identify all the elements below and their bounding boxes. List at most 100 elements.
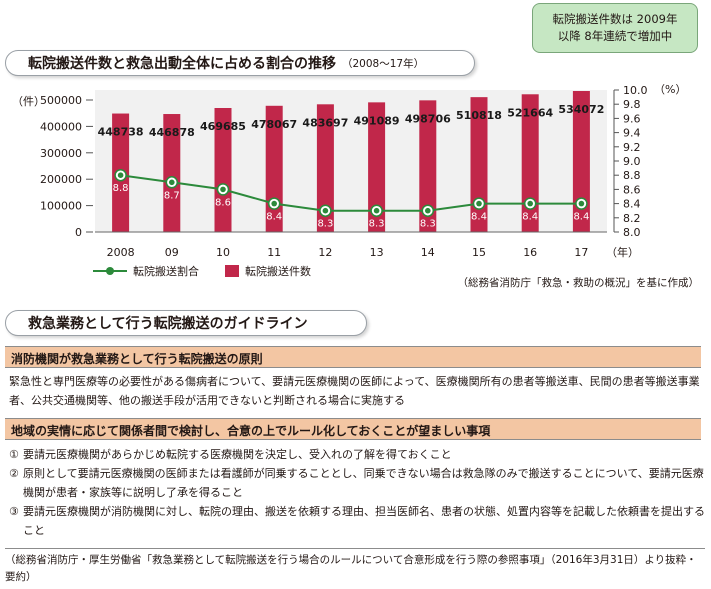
line-labels: 8.8 8.7 8.6 8.4 8.3 8.3 8.3 8.4 8.4 8.4 [113, 183, 590, 230]
rule-text: 要請元医療機関があらかじめ転院する医療機関を決定し、受入れの了解を得ておくこと [23, 448, 452, 461]
y-right-tick-label: 10.0 [623, 84, 648, 97]
chart-svg: 448738 446878 469685 478067 483697 491089 4987… [12, 83, 686, 259]
bar [163, 114, 181, 232]
ratio-point [527, 200, 533, 207]
x-tick-label: 10 [216, 246, 230, 259]
bar-value-label: 469685 [200, 120, 246, 133]
guide-title-pill: 救急業務として行う転院搬送のガイドライン [5, 310, 367, 336]
rules-heading: 地域の実情に応じて関係者間で検討し、合意の上でルール化しておくことが望ましい事項 [5, 418, 701, 440]
ratio-value-label: 8.4 [266, 212, 282, 223]
ratio-value-label: 8.8 [113, 183, 129, 194]
x-tick-label: 13 [370, 246, 384, 259]
ratio-value-label: 8.3 [420, 219, 436, 230]
legend-line-swatch [93, 266, 127, 276]
y-right-tick-label: 9.8 [623, 98, 641, 111]
x-tick-label: 09 [165, 246, 179, 259]
rule-number: ① [9, 448, 19, 461]
y-axis-left: 0 100000 200000 300000 400000 500000 [40, 94, 93, 239]
x-tick-label: 15 [472, 246, 486, 259]
y-left-tick-label: 100000 [40, 200, 82, 213]
x-tick-label: 17 [574, 246, 588, 259]
rule-text: 原則として要請元医療機関の医師または看護師が同乗することとし、同乗できない場合は… [23, 467, 704, 499]
y-right-tick-label: 8.8 [623, 169, 641, 182]
y-right-unit: （%） [654, 83, 686, 96]
legend-bar-swatch [225, 265, 239, 277]
rule-number: ③ [9, 505, 19, 518]
y-left-unit: （件） [12, 95, 45, 108]
rule-text: 要請元医療機関が消防機関に対し、転院の理由、搬送を依頼する理由、担当医師名、患者… [23, 505, 705, 537]
bar [521, 94, 539, 232]
y-right-tick-label: 9.0 [623, 155, 641, 168]
y-right-tick-label: 8.6 [623, 183, 641, 196]
guideline-source: （総務省消防庁・厚生労働省「救急業務として転院搬送を行う場合のルールについて合意… [5, 548, 705, 586]
x-tick-label: 2008 [107, 246, 135, 259]
ratio-point [271, 200, 278, 207]
y-left-tick-label: 0 [75, 226, 82, 239]
bar-value-label: 478067 [251, 118, 297, 131]
bar [572, 91, 590, 232]
chart-title: 転院搬送件数と救急出動全体に占める割合の推移 [28, 56, 336, 72]
bar-value-label: 483697 [302, 116, 348, 129]
ratio-value-label: 8.6 [215, 197, 231, 208]
callout-line-1: 転院搬送件数は 2009年 [552, 12, 678, 26]
legend-bar-label: 転院搬送件数 [245, 265, 311, 278]
x-tick-label: 14 [421, 246, 435, 259]
bar [316, 104, 334, 232]
x-tick-label: 12 [318, 246, 332, 259]
y-right-tick-label: 9.2 [623, 141, 641, 154]
rule-number: ② [9, 467, 19, 480]
y-left-tick-label: 300000 [40, 147, 82, 160]
bar-series [112, 91, 590, 233]
bar-value-label: 448738 [98, 126, 144, 139]
chart-legend: 転院搬送割合 転院搬送件数 [93, 263, 337, 279]
y-left-tick-label: 200000 [40, 173, 82, 186]
legend-item-line: 転院搬送割合 [93, 263, 199, 279]
x-tick-label: 11 [267, 246, 281, 259]
y-right-tick-label: 9.4 [623, 127, 641, 140]
principle-text: 緊急性と専門医療等の必要性がある傷病者について、要請元医療機関の医師によって、医… [9, 375, 700, 407]
legend-line-label: 転院搬送割合 [133, 265, 199, 278]
plot-background [95, 90, 607, 232]
y-axis-right: 8.08.28.4 8.68.89.09.29.4 9.69.810.0 [613, 84, 648, 239]
ratio-point [117, 172, 124, 178]
y-right-tick-label: 8.2 [623, 212, 641, 225]
bar [419, 100, 437, 232]
chart-title-range: （2008～17年） [342, 57, 425, 70]
callout-bubble: 転院搬送件数は 2009年 以降 8年連続で増加中 [532, 3, 698, 53]
ratio-value-label: 8.4 [471, 212, 487, 223]
ratio-point [578, 200, 585, 207]
rule-item: ③ 要請元医療機関が消防機関に対し、転院の理由、搬送を依頼する理由、担当医師名、… [9, 502, 705, 540]
ratio-point [169, 179, 175, 186]
ratio-point [476, 200, 482, 207]
x-unit: （年） [606, 245, 639, 259]
rule-item: ② 原則として要請元医療機関の医師または看護師が同乗することとし、同乗できない場… [9, 464, 705, 502]
x-tick-label: 16 [523, 246, 537, 259]
bar-value-label: 491089 [354, 114, 400, 127]
ratio-point [220, 186, 226, 193]
guide-title: 救急業務として行う転院搬送のガイドライン [28, 316, 308, 332]
ratio-line [120, 174, 582, 212]
bar [214, 108, 232, 232]
y-left-tick-label: 400000 [40, 120, 82, 133]
bar-value-label: 521664 [507, 106, 553, 119]
principle-heading: 消防機関が救急業務として行う転院搬送の原則 [5, 346, 701, 368]
ratio-points [114, 168, 588, 217]
rule-item: ① 要請元医療機関があらかじめ転院する医療機関を決定し、受入れの了解を得ておくこ… [9, 445, 705, 464]
bar [470, 97, 488, 233]
ratio-point [373, 207, 380, 214]
legend-item-bar: 転院搬送件数 [225, 263, 311, 279]
callout-line-2: 以降 8年連続で増加中 [557, 29, 673, 43]
bar-value-label: 446878 [149, 126, 195, 139]
y-right-tick-label: 9.6 [623, 112, 641, 125]
ratio-value-label: 8.4 [522, 212, 538, 223]
y-left-tick-label: 500000 [40, 94, 82, 107]
ratio-value-label: 8.3 [317, 219, 333, 230]
ratio-value-label: 8.3 [369, 219, 385, 230]
bar [368, 102, 386, 232]
chart-title-pill: 転院搬送件数と救急出動全体に占める割合の推移 （2008～17年） [5, 50, 475, 76]
ratio-point [322, 207, 329, 214]
chart-source: （総務省消防庁「救急・救助の概況」を基に作成） [457, 277, 700, 289]
x-axis: 2008 09 10 11 12 13 14 15 16 17 [95, 231, 607, 259]
ratio-value-label: 8.7 [164, 190, 180, 201]
rules-list: ① 要請元医療機関があらかじめ転院する医療機関を決定し、受入れの了解を得ておくこ… [5, 445, 705, 540]
